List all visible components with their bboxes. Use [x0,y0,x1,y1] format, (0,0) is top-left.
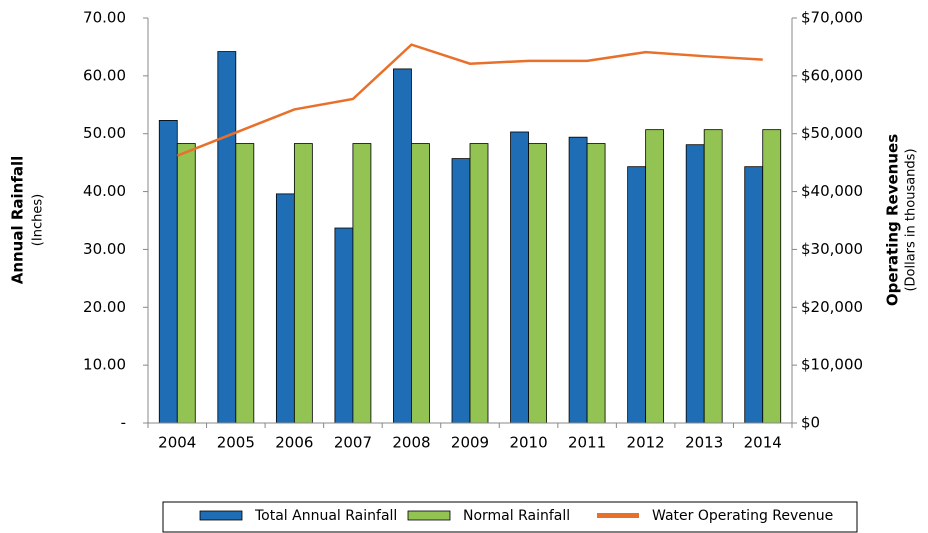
bar [293,143,313,424]
bar [235,143,255,424]
legend-label: Total Annual Rainfall [254,508,397,524]
bar [451,158,471,424]
line [176,43,763,157]
y2-tick-label: $0 [801,414,820,432]
x-tick-label: 2009 [451,434,489,452]
y-tick-label: 70.00 [83,9,126,27]
legend-label: Water Operating Revenue [652,508,833,524]
y-tick-label: - [121,414,126,432]
bar [352,143,372,424]
bar [275,193,295,424]
x-tick-label: 2014 [744,434,782,452]
legend-label: Normal Rainfall [463,508,570,524]
y-tick-label: 60.00 [83,66,126,84]
y2-axis-subtitle: (Dollars in thousands) [904,148,919,291]
x-tick-label: 2008 [392,434,430,452]
x-tick-label: 2011 [568,434,606,452]
y-tick-label: 20.00 [83,298,126,316]
x-tick-label: 2012 [627,434,665,452]
y-axis-subtitle: (Inches) [31,194,46,246]
y-tick-label: 30.00 [83,240,126,258]
bar [393,68,412,424]
bar [568,136,588,424]
bar [703,129,723,424]
bar [411,143,430,424]
y2-tick-label: $60,000 [801,66,863,84]
x-tick-label: 2013 [685,434,723,452]
y-axis-title: Annual Rainfall [9,156,27,285]
y2-tick-label: $70,000 [801,9,863,27]
legend-swatch [407,510,451,521]
bar [334,227,354,424]
y2-tick-label: $30,000 [801,240,863,258]
x-tick-label: 2010 [509,434,547,452]
bar [586,143,606,424]
bar [469,143,489,424]
y2-tick-label: $40,000 [801,182,863,200]
x-tick-label: 2004 [158,434,196,452]
y-tick-label: 40.00 [83,182,126,200]
legend-box [162,501,858,533]
x-tick-label: 2006 [275,434,313,452]
bar [510,131,529,424]
y2-tick-label: $20,000 [801,298,863,316]
bar [645,129,665,424]
legend-swatch [199,510,243,521]
bar [528,143,547,424]
y2-axis-title: Operating Revenues [884,134,902,306]
x-tick-label: 2007 [334,434,372,452]
y2-tick-label: $50,000 [801,124,863,142]
y2-tick-label: $10,000 [801,356,863,374]
bar [158,120,178,424]
bar [217,51,237,424]
bar [762,129,782,424]
y-tick-label: 10.00 [83,356,126,374]
bar [176,143,196,424]
bar [627,166,647,424]
bar [685,144,705,424]
x-tick-label: 2005 [217,434,255,452]
bar [744,166,764,424]
y-tick-label: 50.00 [83,124,126,142]
legend-swatch [597,513,639,518]
